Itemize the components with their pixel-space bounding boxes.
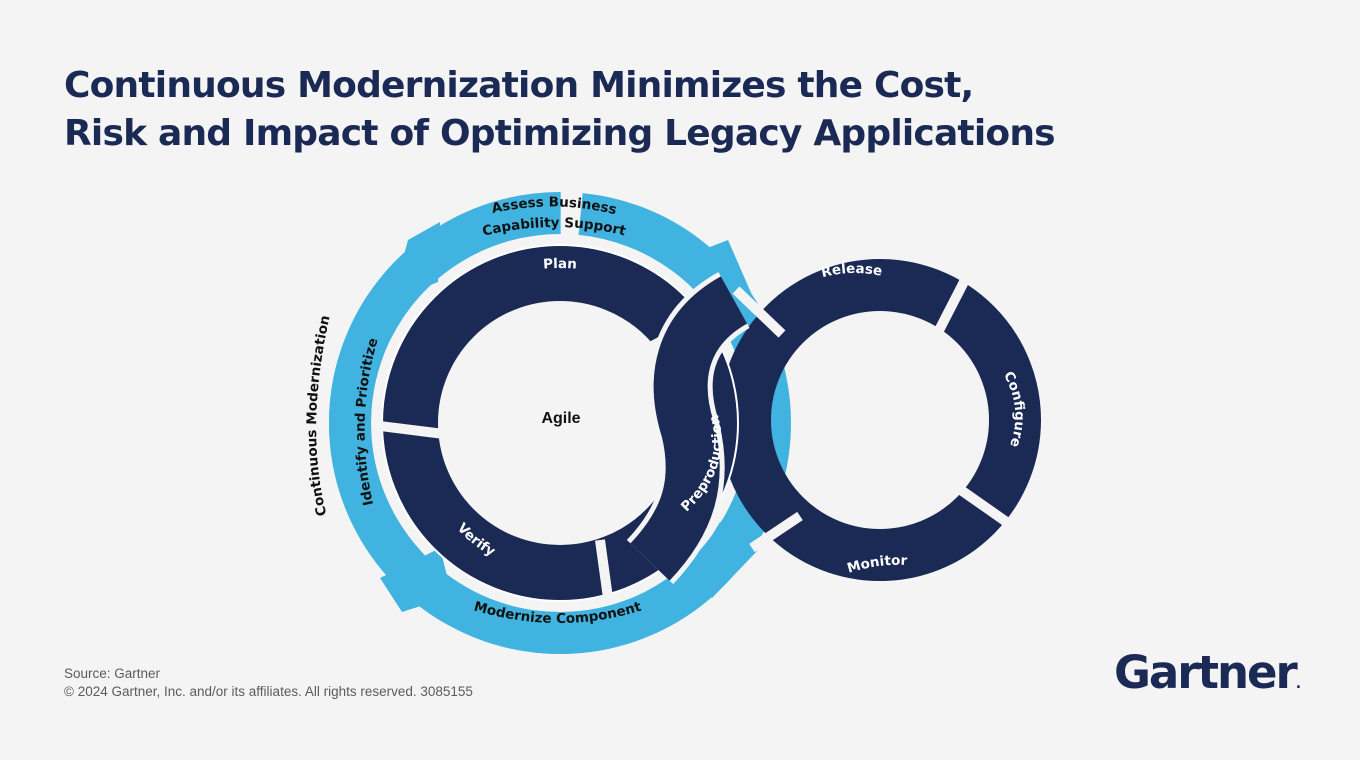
inner-plan-label: Plan — [543, 256, 578, 273]
right-ring-gap-4 — [732, 286, 786, 338]
inner-ring-gap-2 — [595, 539, 613, 599]
logo-registered-mark: . — [1295, 676, 1302, 692]
gartner-logo: Gartner. — [1114, 646, 1301, 699]
right-cycle-ring — [719, 259, 1041, 581]
footer: Source: Gartner © 2024 Gartner, Inc. and… — [64, 665, 473, 701]
outer-ring-segment-left — [329, 192, 791, 654]
source-note: Source: Gartner — [64, 666, 161, 681]
outer-ring-segment-bottom — [329, 192, 791, 654]
copyright-note: © 2024 Gartner, Inc. and/or its affiliat… — [64, 684, 473, 699]
right-ring-gap-2 — [955, 483, 1021, 535]
title-line-1: Continuous Modernization Minimizes the C… — [64, 65, 974, 106]
inner-ring-gap-1 — [379, 421, 445, 439]
outer-arrowhead-bottom-right — [690, 522, 760, 598]
outer-arrowhead-bottom-left — [380, 548, 452, 612]
right-ring-band — [719, 259, 1041, 581]
title-line-2: Risk and Impact of Optimizing Legacy App… — [64, 113, 1056, 154]
page-title: Continuous Modernization Minimizes the C… — [64, 62, 1244, 158]
right-release-label: Release — [820, 261, 884, 281]
right-ring-gap-1 — [927, 271, 973, 347]
center-agile-label: Agile — [541, 410, 580, 427]
right-ring-gap-3 — [749, 511, 803, 553]
logo-text: Gartner — [1114, 646, 1298, 699]
outer-arrowhead-top-left — [392, 222, 440, 300]
crossover-band — [630, 276, 749, 581]
